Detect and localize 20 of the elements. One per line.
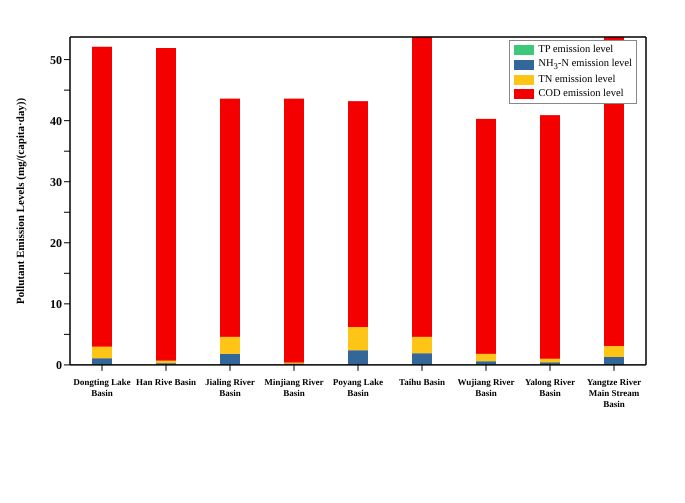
x-tick-label: Poyang Lake Basin bbox=[332, 376, 384, 398]
x-tick-label: Yalong River Basin bbox=[524, 376, 576, 398]
legend-label: COD emission level bbox=[538, 87, 624, 102]
y-tick-label: 40 bbox=[50, 114, 62, 128]
x-tick-label: Wujiang River Basin bbox=[457, 376, 515, 398]
y-tick-label: 0 bbox=[56, 358, 62, 372]
legend-label: TP emission level bbox=[538, 43, 614, 57]
y-axis-title: Pollutant Emission Levels (mg/(capita·day)) bbox=[14, 97, 27, 304]
x-tick-label: Dongting Lake Basin bbox=[73, 376, 131, 398]
x-tick-label: Jialing River Basin bbox=[205, 376, 255, 398]
legend-label: NH$_{3}$-N emission level bbox=[538, 57, 632, 74]
y-tick-label: 10 bbox=[50, 297, 62, 312]
x-tick-label: Han Rive Basin bbox=[136, 376, 196, 387]
x-tick-label: Taihu Basin bbox=[399, 376, 445, 387]
x-tick-label: Minjiang River Basin bbox=[264, 376, 324, 398]
legend-label: TN emission level bbox=[538, 73, 616, 88]
y-tick-label: 20 bbox=[50, 236, 62, 250]
y-tick-label: 30 bbox=[50, 174, 62, 189]
y-tick-label: 50 bbox=[50, 52, 62, 67]
x-tick-label: Yangtze River Main Stream Basin bbox=[586, 376, 642, 409]
